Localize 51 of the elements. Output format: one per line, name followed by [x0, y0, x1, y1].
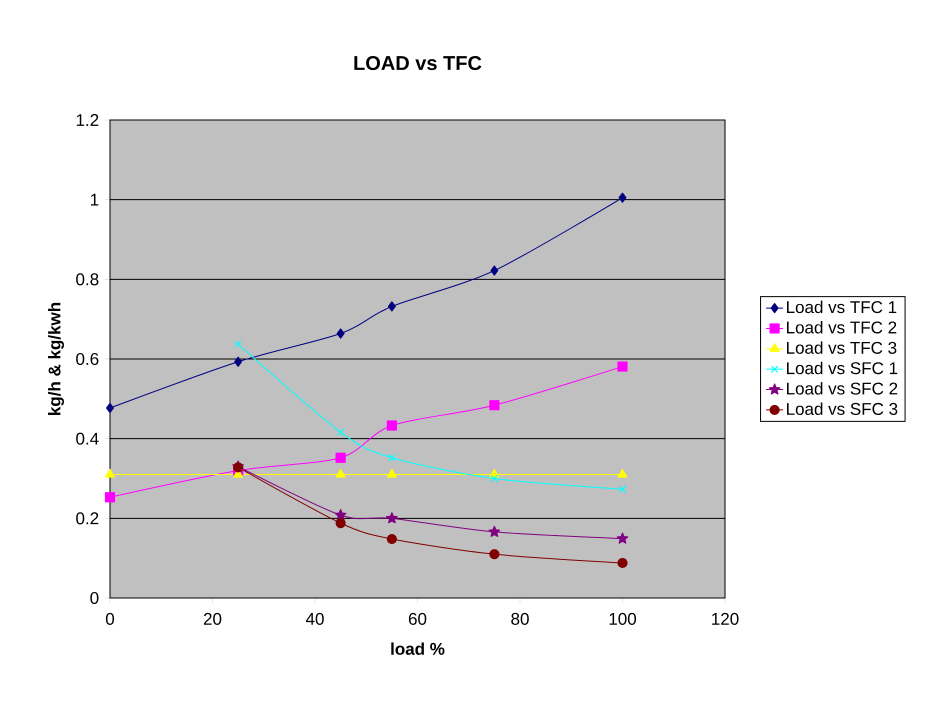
point [388, 301, 396, 312]
point [618, 468, 628, 478]
legend-label: Load vs TFC 3 [787, 341, 896, 354]
x-tick-label: 60 [408, 612, 426, 625]
y-tick-label: 0.8 [76, 273, 98, 286]
y-tick-label: 0.2 [76, 512, 98, 524]
point [386, 420, 397, 431]
point [336, 518, 346, 528]
point [489, 549, 500, 560]
point [617, 558, 628, 568]
point [618, 192, 626, 203]
legend-label: Load vs SFC 3 [787, 402, 898, 415]
legend-label: Load vs TFC 2 [787, 321, 896, 334]
point [336, 468, 346, 478]
point [490, 474, 498, 482]
point [105, 468, 115, 478]
point [336, 452, 346, 463]
y-axis-title: kg/h & kg/kwh [48, 302, 64, 415]
point [489, 400, 500, 410]
point [617, 361, 628, 372]
x-tick-label: 0 [106, 612, 114, 625]
point [104, 492, 116, 502]
y-tick-label: 1.2 [76, 114, 98, 126]
point [106, 402, 114, 414]
point [490, 265, 498, 276]
point [234, 340, 242, 348]
y-tick-label: 0 [90, 592, 98, 604]
legend-label: Load vs SFC 2 [787, 382, 898, 395]
x-tick-label: 20 [204, 612, 222, 625]
point [616, 532, 628, 544]
point [336, 328, 345, 339]
x-tick-label: 40 [306, 612, 324, 625]
legend-label: Load vs SFC 1 [787, 362, 898, 374]
chart-title: LOAD vs TFC [354, 56, 482, 70]
point [618, 485, 626, 494]
point [386, 534, 397, 544]
x-tick-label: 100 [610, 612, 636, 625]
y-tick-label: 0.4 [76, 432, 99, 445]
point [336, 428, 344, 436]
y-tick-label: 0.6 [76, 352, 98, 366]
point [488, 526, 500, 537]
legend-label: Load vs TFC 1 [787, 300, 896, 314]
x-tick-label: 80 [511, 612, 529, 625]
point [234, 356, 242, 367]
point [386, 512, 398, 524]
x-tick-label: 120 [712, 612, 739, 625]
y-tick-label: 1 [90, 194, 98, 206]
point [334, 509, 346, 520]
point [388, 454, 396, 462]
x-axis-title: load % [391, 642, 444, 655]
point [386, 468, 397, 478]
